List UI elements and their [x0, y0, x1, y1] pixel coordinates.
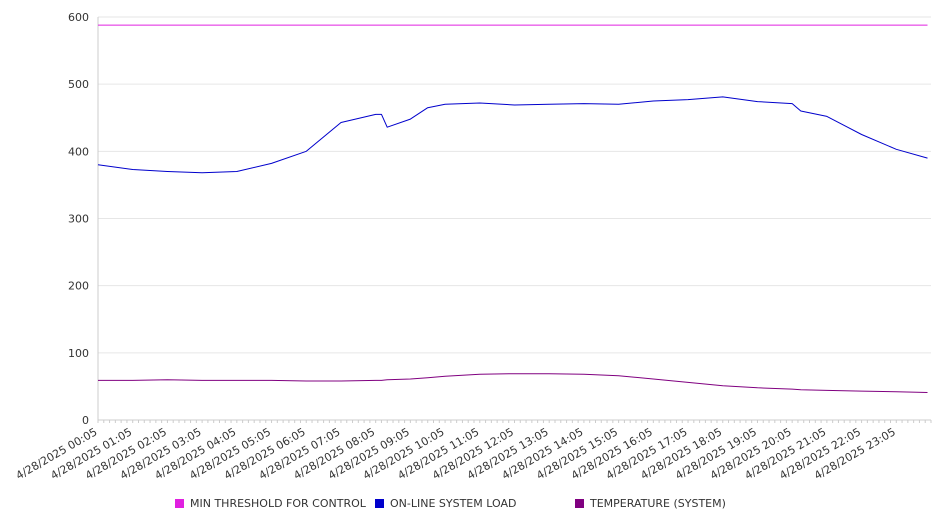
y-tick-label: 300: [68, 213, 89, 226]
legend-label-temperature: TEMPERATURE (SYSTEM): [590, 497, 726, 510]
y-axis: 0 100 200 300 400 500 600: [68, 11, 99, 427]
legend-swatch-system-load: [375, 499, 384, 508]
legend-item-system-load[interactable]: ON-LINE SYSTEM LOAD: [375, 497, 516, 510]
y-tick-label: 200: [68, 280, 89, 293]
y-tick-label: 100: [68, 347, 89, 360]
legend: MIN THRESHOLD FOR CONTROL ON-LINE SYSTEM…: [0, 497, 946, 517]
series-lines: [97, 24, 928, 393]
legend-swatch-temperature: [575, 499, 584, 508]
legend-item-min-threshold[interactable]: MIN THRESHOLD FOR CONTROL: [175, 497, 366, 510]
legend-swatch-min-threshold: [175, 499, 184, 508]
legend-item-temperature[interactable]: TEMPERATURE (SYSTEM): [575, 497, 726, 510]
legend-label-min-threshold: MIN THRESHOLD FOR CONTROL: [190, 497, 366, 510]
series-line-1: [97, 96, 928, 174]
y-tick-label: 400: [68, 145, 89, 158]
series-line-2: [98, 373, 928, 393]
y-tick-label: 600: [68, 11, 89, 24]
legend-label-system-load: ON-LINE SYSTEM LOAD: [390, 497, 517, 510]
x-axis: 4/28/2025 00:054/28/2025 01:054/28/2025 …: [14, 419, 932, 482]
y-tick-label: 500: [68, 78, 89, 91]
y-tick-label: 0: [82, 414, 89, 427]
grid-lines: [98, 16, 931, 421]
